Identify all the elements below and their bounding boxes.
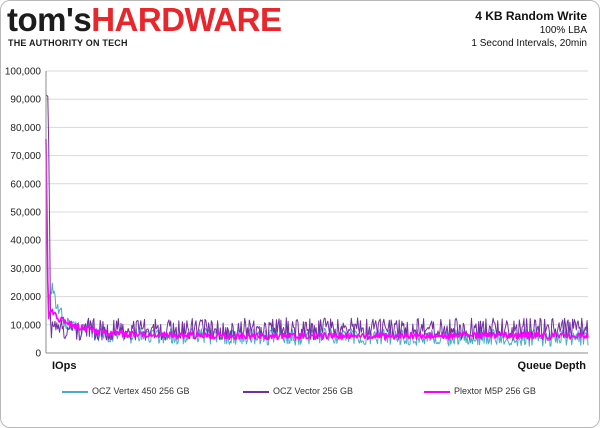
logo: tom'sHARDWARE (7, 2, 282, 38)
series-line-2 (45, 94, 589, 341)
legend-item-vector: OCZ Vector 256 GB (243, 386, 353, 396)
legend-label: Plextor M5P 256 GB (454, 386, 536, 396)
logo-part-1: tom's (7, 1, 92, 38)
y-tick-label: 100,000 (5, 67, 42, 78)
y-tick-label: 0 (35, 349, 41, 360)
legend-item-plextor: Plextor M5P 256 GB (424, 386, 536, 396)
legend: OCZ Vertex 450 256 GB OCZ Vector 256 GB … (0, 386, 600, 406)
legend-swatch (62, 390, 88, 393)
legend-item-vertex: OCZ Vertex 450 256 GB (62, 386, 190, 396)
logo-part-2: HARDWARE (91, 1, 282, 38)
legend-swatch (424, 390, 450, 393)
logo-tagline: THE AUTHORITY ON TECH (8, 38, 128, 48)
legend-label: OCZ Vertex 450 256 GB (92, 386, 190, 396)
legend-swatch (243, 390, 269, 393)
series-line-3 (45, 138, 589, 341)
y-tick-label: 70,000 (10, 151, 41, 162)
series-line-1 (45, 139, 589, 347)
series-group (45, 94, 589, 347)
chart-title: 4 KB Random Write (475, 9, 587, 23)
title-block: 4 KB Random Write 100% LBA 1 Second Inte… (471, 9, 587, 50)
legend-label: OCZ Vector 256 GB (273, 386, 354, 396)
y-tick-labels: 0 10,000 20,000 30,000 40,000 50,000 60,000 70,… (5, 67, 42, 360)
chart-subtitle-2: 1 Second Intervals, 20min (471, 38, 587, 49)
axes (45, 71, 588, 354)
y-tick-label: 80,000 (10, 123, 41, 134)
y-tick-label: 90,000 (10, 95, 41, 106)
x-axis-label: Queue Depth (518, 360, 587, 372)
y-tick-label: 30,000 (10, 264, 41, 275)
y-tick-label: 10,000 (10, 320, 41, 331)
y-tick-label: 60,000 (10, 179, 41, 190)
y-axis-label: IOps (52, 360, 76, 372)
grid (46, 70, 588, 354)
chart-subtitle-1: 100% LBA (539, 25, 587, 36)
y-tick-label: 40,000 (10, 236, 41, 247)
y-tick-label: 50,000 (10, 208, 41, 219)
y-tick-label: 20,000 (10, 292, 41, 303)
